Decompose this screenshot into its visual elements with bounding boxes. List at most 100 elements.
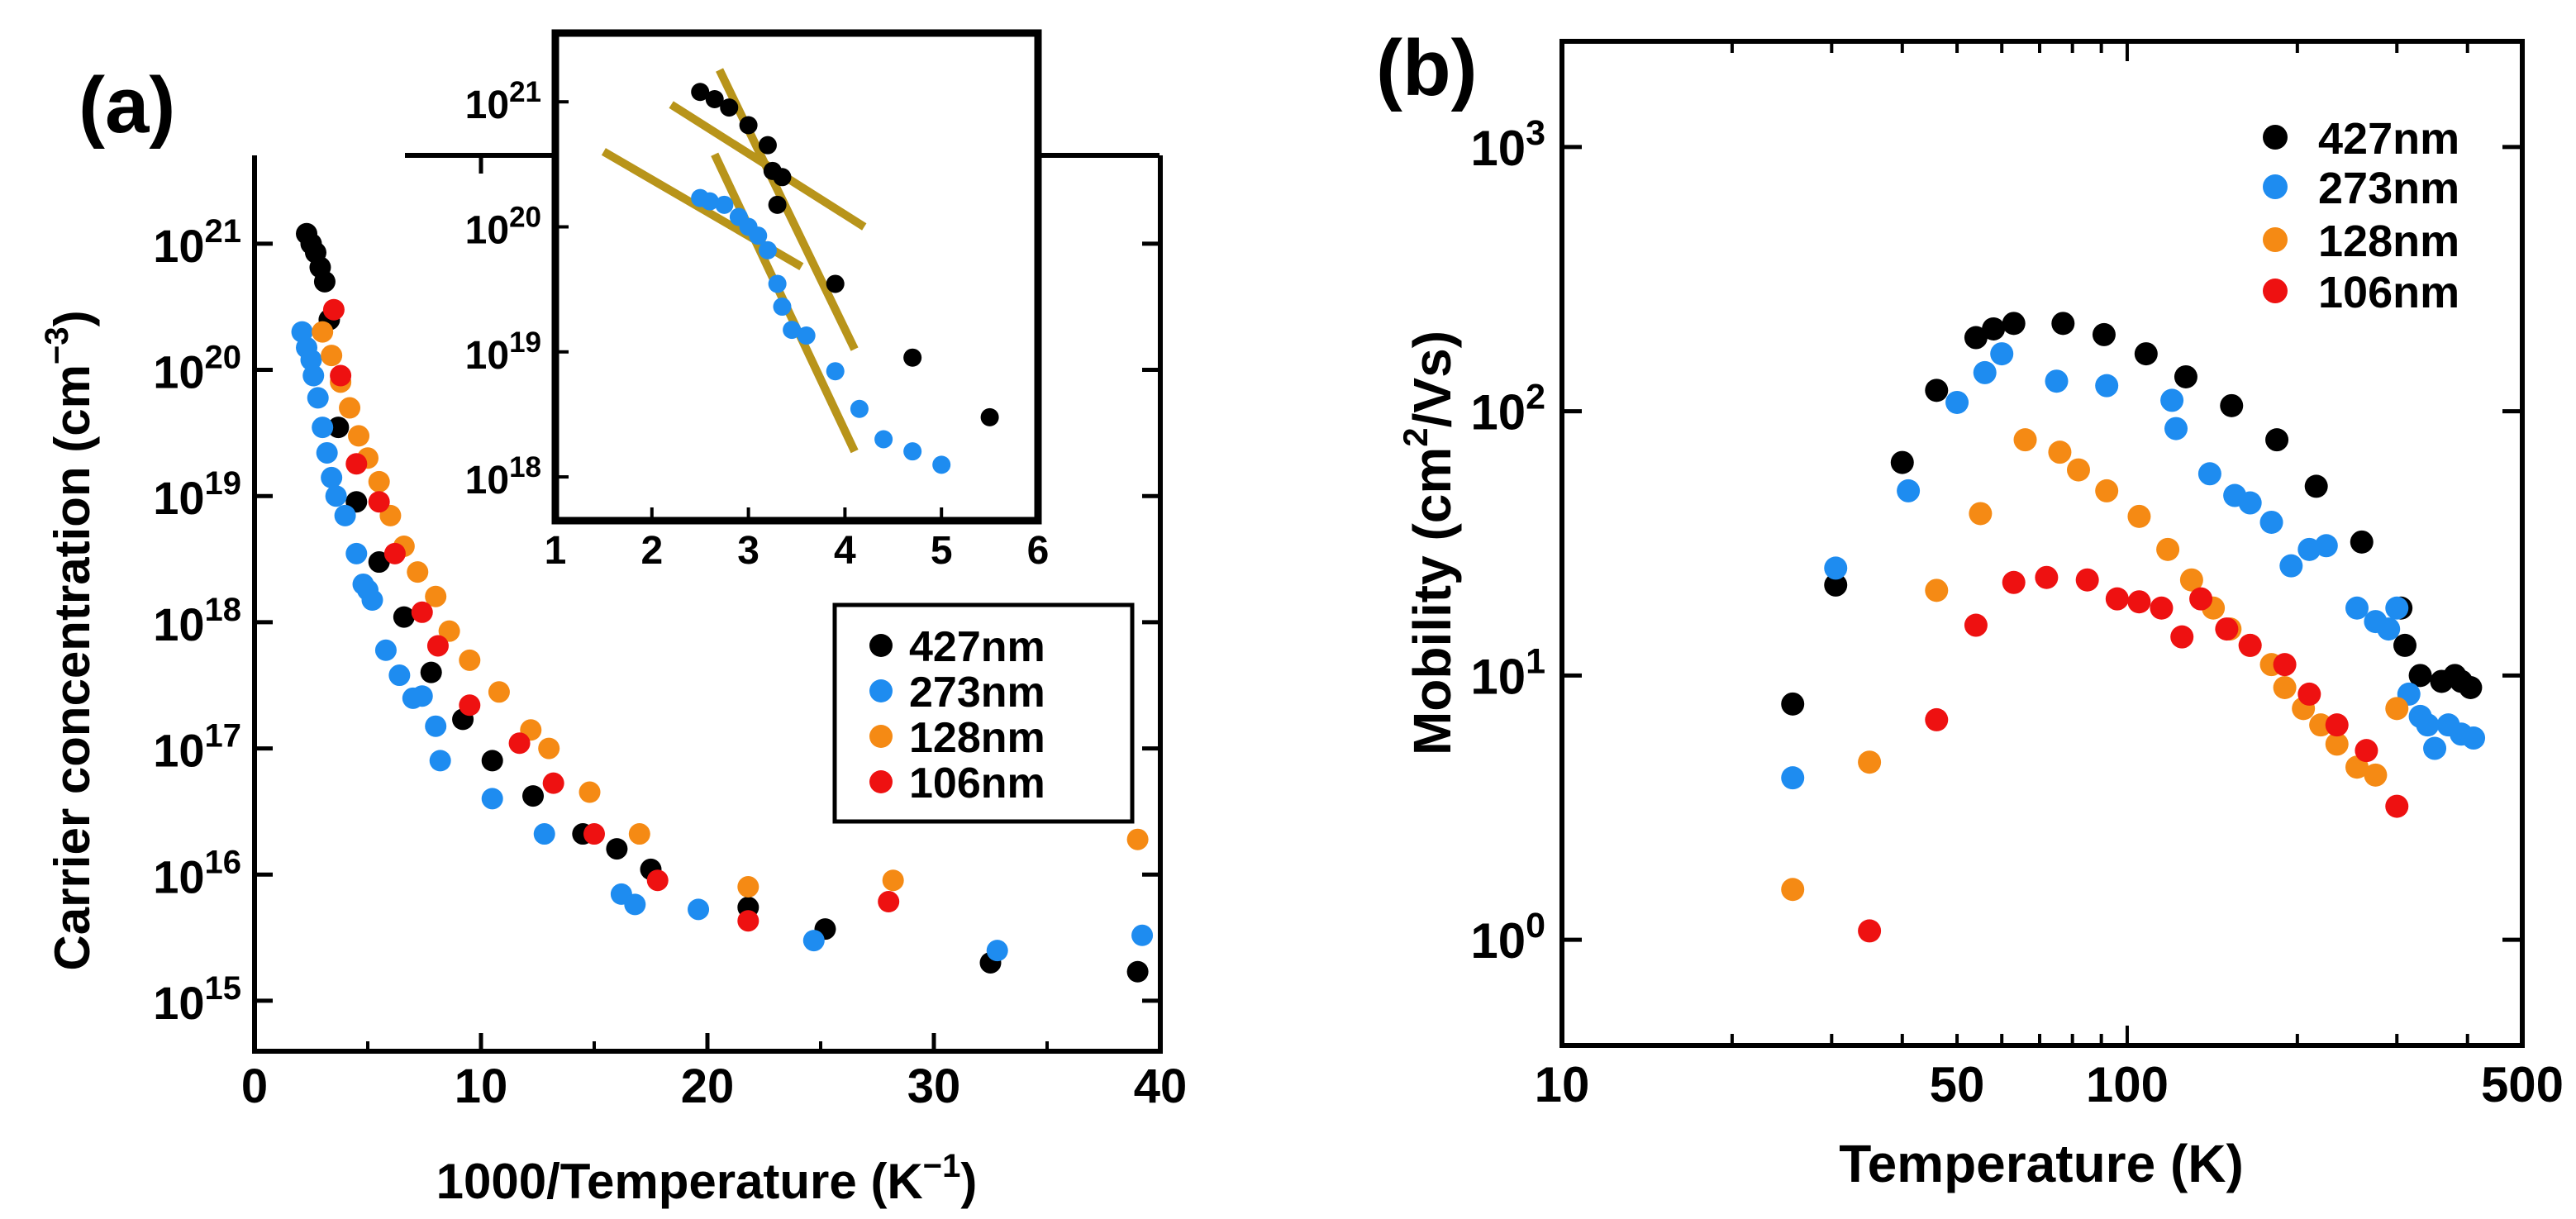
panel-b-point-427nm [2092, 322, 2116, 346]
panel-a-point-273nm [388, 664, 411, 687]
panel-b-y-tick-label: 100 [1470, 906, 1545, 969]
panel-a-x-tick-label: 30 [907, 1059, 961, 1113]
panel-a-point-273nm [688, 898, 710, 921]
inset-y-tick-labels: 1018 1019 1020 1021 [465, 76, 541, 502]
legend-a-label-427nm: 427nm [909, 623, 1045, 671]
inset-x-tick-label: 2 [640, 529, 663, 573]
panel-b-point-128nm [2309, 713, 2333, 737]
panel-a-point-128nm [348, 425, 370, 447]
inset-point-273nm [715, 195, 734, 214]
inset-point-273nm [797, 326, 816, 345]
legend-a-label-273nm: 273nm [909, 669, 1045, 717]
panel-b-legend: 427nm 273nm 128nm 106nm [2263, 114, 2459, 317]
panel-b-point-427nm [1781, 692, 1805, 716]
panel-a-point-273nm [481, 788, 503, 810]
panel-b-point-427nm [2134, 342, 2158, 366]
panel-a-y-tick-label: 1018 [153, 592, 241, 650]
panel-b-y-tick-labels: 100 101 102 103 [1470, 113, 1545, 969]
panel-b-point-427nm [1982, 317, 2006, 340]
panel-b-point-427nm [2174, 364, 2197, 388]
panel-b-point-273nm [2238, 491, 2262, 515]
panel-a-x-tick-labels: 0 10 20 30 40 [241, 1059, 1187, 1113]
inset-point-273nm [826, 362, 845, 381]
panel-b-data-points [1781, 312, 2486, 943]
inset-point-427nm [691, 83, 710, 102]
panel-b-point-106nm [2385, 794, 2409, 818]
panel-a-point-273nm [986, 940, 1008, 962]
inset-ticks [554, 100, 1040, 521]
legend-a-label-106nm: 106nm [909, 759, 1045, 807]
legend-b-label-128nm: 128nm [2318, 217, 2459, 266]
panel-b-point-273nm [2385, 596, 2409, 620]
panel-b-point-128nm [2179, 568, 2203, 592]
panel-b-point-106nm [2002, 570, 2026, 594]
panel-b-point-128nm [2127, 504, 2151, 528]
inset-point-273nm [903, 442, 922, 461]
panel-a-point-273nm [624, 893, 646, 916]
panel-b-x-tick-label: 50 [1930, 1057, 1985, 1112]
panel-a-y-tick-label: 1017 [153, 718, 241, 777]
panel-b-x-tick-labels: 10 50 100 500 [1535, 1057, 2564, 1112]
panel-b-point-427nm [2220, 393, 2244, 417]
panel-b-point-128nm [2273, 675, 2297, 699]
panel-a-point-128nm [368, 470, 390, 493]
panel-a-point-273nm [533, 823, 555, 845]
panel-b-point-128nm [2156, 537, 2180, 561]
panel-b-point-273nm [1897, 479, 1921, 502]
panel-a-point-273nm [345, 542, 368, 564]
inset-point-427nm [739, 116, 758, 135]
inset-y-tick-label: 1018 [465, 451, 541, 502]
inset-x-tick-label: 3 [737, 529, 759, 573]
legend-b-label-106nm: 106nm [2318, 268, 2459, 317]
inset-x-tick-label: 6 [1027, 529, 1050, 573]
legend-b-label-427nm: 427nm [2318, 114, 2459, 164]
inset-point-427nm [773, 168, 792, 187]
panel-b-point-128nm [1969, 502, 1993, 526]
panel-a-point-128nm [321, 345, 343, 367]
legend-b-label-273nm: 273nm [2318, 164, 2459, 213]
panel-b-point-106nm [2075, 568, 2099, 592]
inset-point-427nm [758, 136, 777, 155]
panel-a-y-tick-label: 1015 [153, 970, 241, 1029]
legend-a-marker-273nm [869, 679, 893, 702]
panel-b-x-axis-title: Temperature (K) [1839, 1134, 2244, 1193]
panel-b-y-tick-label: 101 [1470, 641, 1545, 704]
panel-b-point-128nm [2066, 458, 2090, 482]
panel-b-point-106nm [2325, 713, 2349, 737]
panel-b-point-106nm [2170, 625, 2194, 649]
panel-a-point-128nm [312, 321, 334, 343]
panel-b-axes-frame [1559, 39, 2525, 1048]
panel-b-point-128nm [2385, 697, 2409, 721]
panel-b-point-273nm [2462, 726, 2486, 750]
panel-b-point-273nm [2416, 713, 2440, 737]
panel-b-x-tick-label: 100 [2086, 1057, 2169, 1112]
panel-a-point-128nm [488, 681, 510, 703]
panel-a-point-106nm [322, 298, 345, 321]
panel-a-point-128nm [438, 620, 460, 642]
panel-b-point-273nm [2197, 462, 2221, 486]
inset-data-points [691, 83, 999, 474]
panel-b-point-106nm [2297, 682, 2321, 706]
inset-point-273nm [874, 430, 893, 449]
panel-a-point-273nm [429, 750, 451, 772]
panel-a-y-tick-label: 1019 [153, 465, 241, 524]
panel-b: (b) 10 50 100 500 100 101 102 103 Temperature … [1376, 24, 2564, 1193]
panel-a-point-106nm [383, 542, 406, 564]
inset-y-tick-label: 1021 [465, 76, 541, 127]
legend-b-marker-106nm [2263, 279, 2288, 303]
panel-b-point-427nm [1925, 379, 1949, 402]
panel-a-y-axis-title: Carrier concentration (cm−3) [39, 310, 100, 970]
panel-a-point-273nm [334, 504, 356, 526]
panel-a-point-128nm [579, 781, 601, 803]
legend-a-marker-128nm [869, 725, 893, 748]
panel-b-point-128nm [2325, 732, 2349, 756]
panel-a-point-273nm [321, 466, 343, 488]
panel-a-point-128nm [882, 869, 904, 892]
panel-b-point-273nm [2259, 510, 2283, 534]
panel-a-point-427nm [313, 270, 336, 293]
panel-b-point-106nm [2355, 739, 2378, 763]
inset-background [555, 33, 1038, 521]
panel-a-point-273nm [312, 417, 334, 439]
panel-a-data-points [291, 222, 1154, 983]
panel-a-point-273nm [302, 364, 325, 387]
